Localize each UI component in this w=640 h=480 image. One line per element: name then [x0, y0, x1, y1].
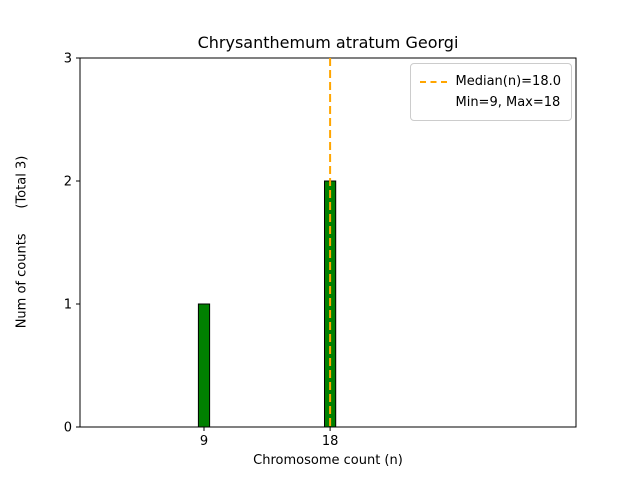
x-tick-label: 18 — [322, 434, 339, 449]
legend: Median(n)=18.0 Min=9, Max=18 — [410, 63, 572, 121]
legend-row-minmax: Min=9, Max=18 — [420, 92, 561, 113]
x-axis-label: Chromosome count (n) — [253, 453, 403, 468]
legend-row-median: Median(n)=18.0 — [420, 71, 561, 92]
chart-title: Chrysanthemum atratum Georgi — [197, 33, 459, 52]
legend-label-median: Median(n)=18.0 — [455, 74, 561, 89]
legend-label-minmax: Min=9, Max=18 — [455, 95, 561, 110]
bar — [197, 303, 211, 428]
y-tick-label: 3 — [64, 52, 72, 67]
median-line-legend-sample-icon — [420, 80, 448, 83]
legend-empty-sample — [420, 102, 447, 104]
axes-frame — [79, 57, 577, 428]
y-tick-label: 1 — [64, 298, 72, 313]
y-tick-label: 0 — [64, 421, 72, 436]
x-tick-label: 9 — [200, 434, 208, 449]
y-tick-label: 2 — [64, 175, 72, 190]
